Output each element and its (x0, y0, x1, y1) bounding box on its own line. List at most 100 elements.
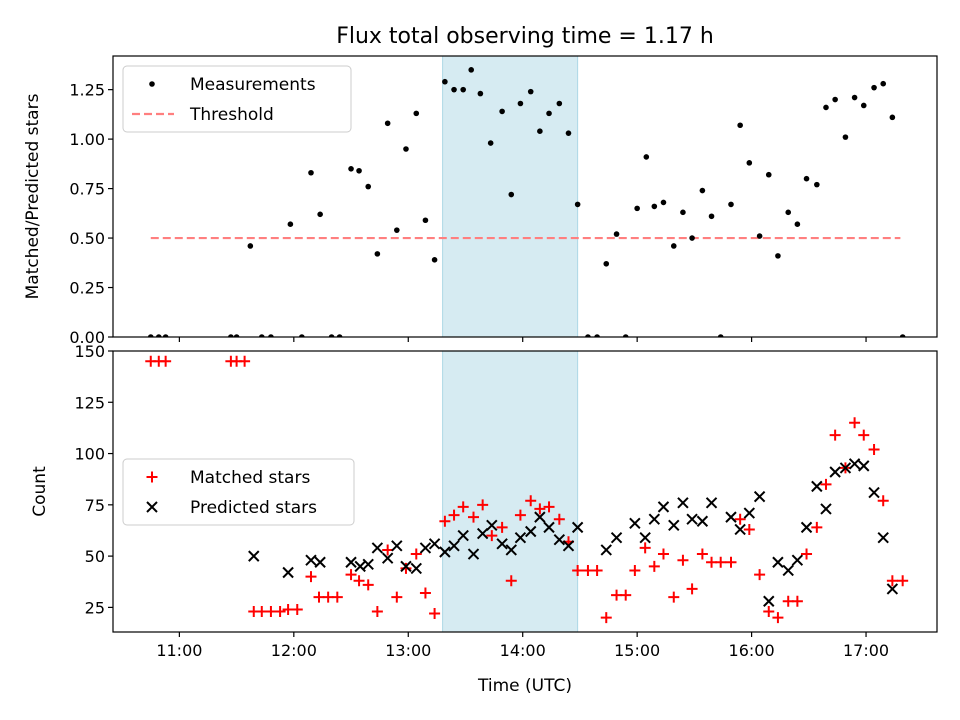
measurement-point (880, 80, 887, 87)
y-tick-label: 100 (74, 445, 105, 464)
predicted-star-point (448, 540, 460, 552)
measurement-point (537, 128, 543, 134)
matched-star-point (791, 595, 803, 607)
predicted-star-point (371, 542, 384, 554)
measurement-point (348, 165, 354, 172)
predicted-star-point (600, 544, 612, 556)
predicted-star-point (705, 497, 718, 509)
legend-label: Predicted stars (190, 498, 317, 518)
measurement-point (384, 120, 391, 127)
matched-star-point (305, 571, 317, 583)
y-tick-label: 150 (74, 342, 105, 361)
measurement-point (365, 183, 372, 190)
legend-marker-x (146, 501, 158, 513)
matched-star-point (525, 495, 537, 507)
predicted-star-point (763, 595, 775, 607)
matched-star-point (543, 501, 555, 513)
legend-label: Measurements (190, 75, 316, 95)
measurement-point (794, 221, 801, 228)
y-tick-label: 0.75 (69, 180, 105, 199)
measurement-point (728, 201, 734, 208)
matched-star-point (886, 575, 898, 587)
measurement-point (574, 201, 581, 208)
measurement-point (717, 334, 724, 337)
predicted-star-point (486, 519, 498, 532)
measurement-point (517, 100, 524, 107)
matched-star-point (858, 429, 870, 441)
predicted-star-point (868, 486, 880, 499)
predicted-star-point (534, 511, 546, 523)
matched-star-point (274, 605, 286, 617)
predicted-star-point (476, 527, 489, 540)
series-predicted-stars (248, 458, 899, 607)
matched-star-point (657, 548, 669, 560)
measurement-point (860, 102, 867, 109)
chart-title: Flux total observing time = 1.17 h (336, 24, 714, 49)
predicted-star-point (858, 460, 870, 472)
x-tick-label: 17:00 (843, 641, 889, 660)
matched-star-point (620, 589, 632, 601)
matched-star-point (410, 548, 422, 560)
matched-star-point (477, 499, 489, 511)
matched-star-point (686, 583, 698, 595)
y-tick-label: 1.25 (69, 81, 105, 100)
matched-star-point (514, 509, 526, 521)
measurement-point (765, 171, 772, 178)
plot-area (145, 355, 909, 624)
x-tick-label: 15:00 (614, 641, 660, 660)
predicted-star-point (668, 519, 680, 532)
y-axis-label: Count (30, 466, 50, 517)
measurement-point (785, 209, 792, 216)
matched-star-point (486, 530, 498, 542)
predicted-star-point (457, 529, 469, 542)
measurement-point (613, 231, 620, 237)
measurement-point (162, 334, 169, 337)
predicted-star-point (282, 566, 294, 579)
matched-star-point (496, 521, 508, 533)
measurement-point (356, 167, 362, 174)
measurement-point (299, 334, 305, 337)
matched-star-point (877, 495, 889, 507)
matched-star-point (439, 515, 451, 527)
legend-label: Matched stars (190, 468, 310, 488)
measurement-point (746, 160, 753, 166)
x-tick-label: 16:00 (729, 641, 775, 660)
predicted-star-point (381, 552, 394, 564)
measurement-point (317, 211, 323, 218)
x-tick-label: 12:00 (271, 641, 317, 660)
matched-star-point (457, 501, 469, 513)
matched-star-point (331, 591, 343, 603)
measurement-point (699, 187, 706, 194)
x-tick-label: 14:00 (500, 641, 546, 660)
legend-marker-plus (146, 471, 158, 483)
predicted-star-point (562, 540, 575, 552)
measurement-point (308, 169, 314, 176)
matched-star-point (600, 612, 612, 624)
predicted-star-point (782, 564, 794, 577)
x-axis-label: Time (UTC) (477, 676, 572, 696)
bottom-panel: 25 50 75 100 125 150 11:00 12:00 13:00 14:00 15:00… (30, 342, 938, 696)
matched-star-point (400, 562, 412, 574)
y-tick-label: 50 (85, 547, 105, 566)
matched-star-point (468, 511, 479, 523)
matched-star-point (868, 443, 880, 455)
measurement-point (651, 203, 658, 210)
measurement-point (622, 334, 629, 337)
y-tick-label: 0.00 (69, 328, 105, 347)
measurement-point (814, 181, 820, 188)
y-tick-label: 25 (85, 598, 105, 617)
predicted-star-point (410, 562, 422, 575)
predicted-star-point (419, 542, 432, 554)
predicted-star-point (639, 531, 651, 544)
measurement-point (233, 334, 240, 337)
matched-star-point (591, 564, 603, 576)
matched-star-point (811, 521, 823, 533)
predicted-star-point (657, 501, 670, 513)
predicted-star-point (514, 531, 527, 544)
measurement-point (775, 253, 781, 259)
measurement-point (394, 227, 400, 233)
predicted-star-point (686, 513, 698, 525)
measurement-point (228, 334, 234, 337)
predicted-star-point (725, 511, 737, 523)
